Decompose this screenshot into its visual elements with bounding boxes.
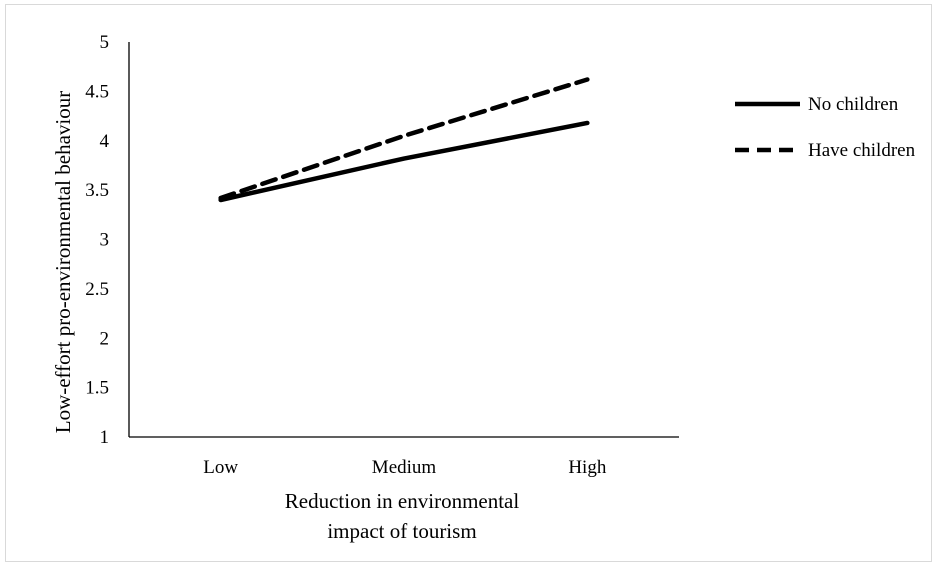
y-tick-label: 2 <box>100 328 110 349</box>
y-tick-label: 1.5 <box>85 378 109 399</box>
y-tick-label: 4.5 <box>85 81 109 102</box>
y-tick-label: 1 <box>100 427 110 448</box>
x-tick-label: Medium <box>372 457 437 478</box>
legend-label-1: No children <box>808 94 899 115</box>
series-lines <box>218 77 590 203</box>
x-tick-labels: Low Medium High <box>203 457 607 478</box>
y-tick-label: 2.5 <box>85 279 109 300</box>
y-tick-label: 3.5 <box>85 180 109 201</box>
y-axis-title: Low-effort pro-environmental behaviour <box>51 91 75 434</box>
y-tick-label: 4 <box>100 131 110 152</box>
x-axis-title-line-2: impact of tourism <box>327 519 476 543</box>
x-tick-label: Low <box>203 457 238 478</box>
y-tick-label: 3 <box>100 230 110 251</box>
y-tick-labels: 1 1.5 2 2.5 3 3.5 4 4.5 5 <box>85 32 109 448</box>
chart-frame <box>5 4 932 562</box>
series-line-1 <box>218 120 590 203</box>
legend-label-2: Have children <box>808 140 916 161</box>
x-tick-label: High <box>568 457 607 478</box>
legend: No children Have children <box>735 94 916 161</box>
x-axis-title-line-1: Reduction in environmental <box>285 489 520 513</box>
series-line-2 <box>218 77 590 201</box>
y-tick-label: 5 <box>100 32 110 53</box>
